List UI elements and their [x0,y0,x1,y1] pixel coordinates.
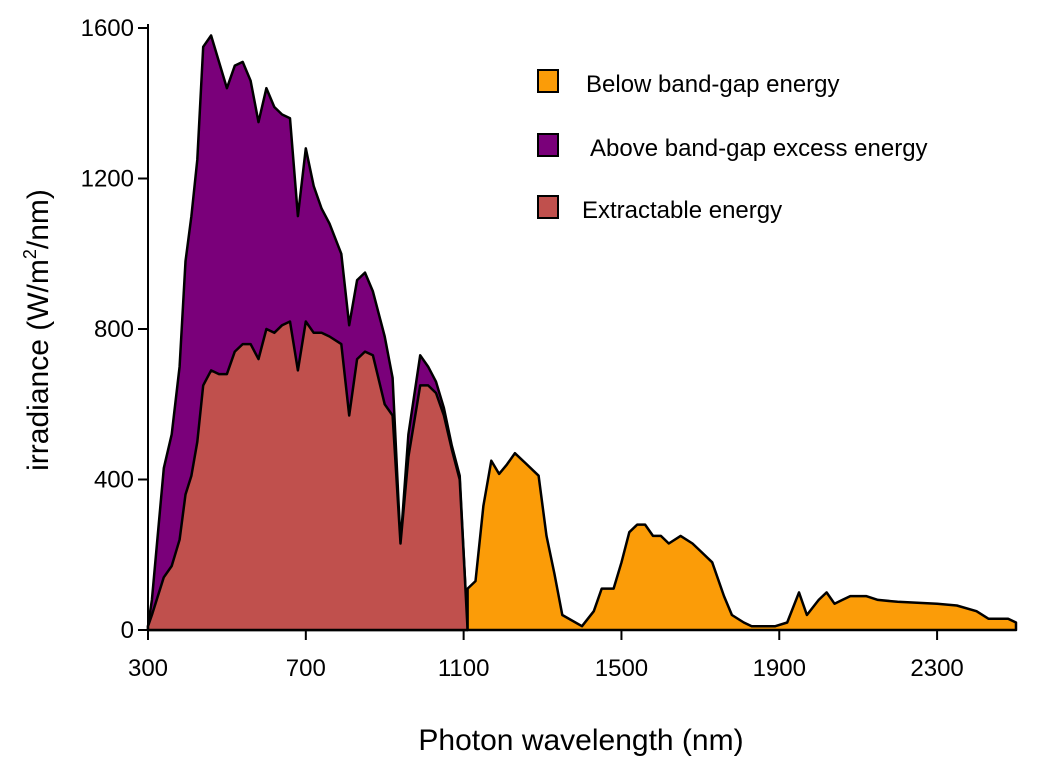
y-axis-title-tail: /nm) [22,189,55,249]
legend-swatch-below-band-gap-energy [537,69,559,93]
tick-labels-group: 0 400 800 1200 1600 300 700 1100 1500 1900 2300 [81,15,964,682]
axes-group [138,24,1016,640]
x-tick-label-1500: 1500 [595,655,648,682]
y-tick-label-0: 0 [121,617,134,644]
y-tick-label-1600: 1600 [81,15,134,42]
x-tick-label-2300: 2300 [910,655,963,682]
legend-label-extractable-energy: Extractable energy [582,197,782,224]
x-tick-label-300: 300 [128,655,168,682]
y-axis-title: irradiance (W/m2/nm) [20,189,55,471]
legend: Below band-gap energy Above band-gap exce… [537,69,928,224]
y-tick-label-1200: 1200 [81,166,134,193]
x-axis-title: Photon wavelength (nm) [418,724,743,757]
area-below-band-gap-energy [466,451,1018,632]
y-tick-label-800: 800 [94,316,134,343]
y-axis-title-main: irradiance (W/m [22,259,55,471]
legend-label-above-band-gap-excess-energy: Above band-gap excess energy [590,135,928,162]
legend-swatch-above-band-gap-excess-energy [537,133,559,157]
area-extractable-energy [146,320,469,632]
y-axis-title-superscript: 2 [20,249,40,259]
x-tick-label-1900: 1900 [753,655,806,682]
legend-label-below-band-gap-energy: Below band-gap energy [586,71,840,98]
area-series-group [146,34,1018,632]
x-tick-label-1100: 1100 [438,655,490,682]
y-tick-label-400: 400 [94,467,134,494]
legend-swatch-extractable-energy [537,195,559,219]
x-tick-label-700: 700 [286,655,326,682]
